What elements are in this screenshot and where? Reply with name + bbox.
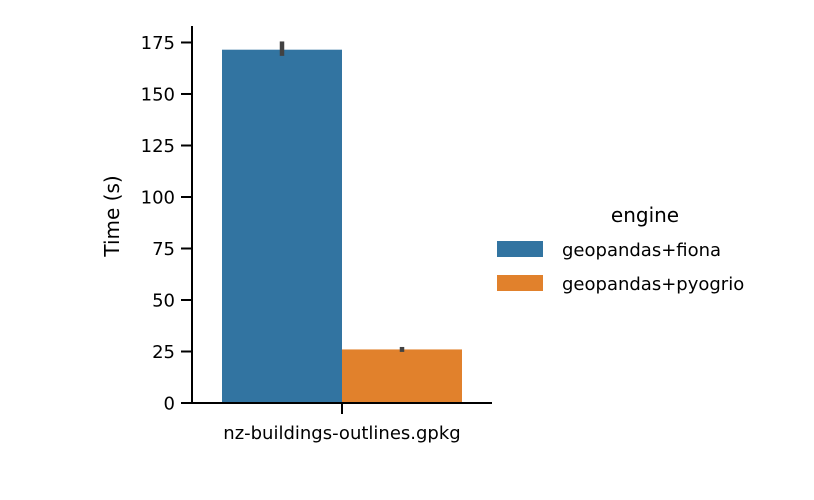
legend-swatch-geopandas+fiona (497, 241, 543, 257)
y-axis: 0 25 50 75 100 125 150 175 (141, 26, 193, 415)
bar-geopandas+fiona (222, 49, 342, 404)
y-tick-label: 50 (152, 290, 175, 311)
legend-title: engine (611, 203, 679, 227)
y-axis-title: Time (s) (100, 175, 124, 257)
y-tick-label: 100 (141, 187, 175, 208)
error-bars-group (279, 41, 405, 352)
bars-group (222, 49, 462, 404)
legend-label-geopandas+pyogrio: geopandas+pyogrio (562, 274, 744, 295)
legend-swatch-geopandas+pyogrio (497, 275, 543, 291)
bar-geopandas+pyogrio (342, 349, 462, 403)
y-tick-label: 150 (141, 84, 175, 105)
x-tick-label: nz-buildings-outlines.gpkg (223, 423, 460, 444)
y-tick-label: 175 (141, 33, 175, 54)
legend-label-geopandas+fiona: geopandas+fiona (562, 240, 721, 261)
y-tick-label: 75 (152, 239, 175, 260)
y-tick-label: 125 (141, 136, 175, 157)
legend: engine geopandas+fiona geopandas+pyogrio (497, 203, 744, 295)
x-axis: nz-buildings-outlines.gpkg (191, 402, 492, 444)
y-tick-label: 0 (164, 394, 175, 415)
y-tick-label: 25 (152, 342, 175, 363)
